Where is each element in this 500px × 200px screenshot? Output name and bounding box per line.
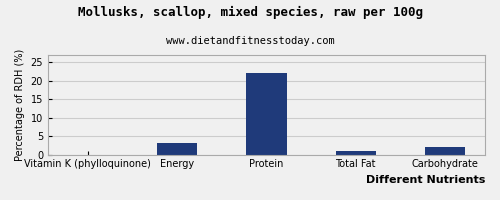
Text: Mollusks, scallop, mixed species, raw per 100g: Mollusks, scallop, mixed species, raw pe… — [78, 6, 422, 19]
Y-axis label: Percentage of RDH (%): Percentage of RDH (%) — [15, 49, 25, 161]
Bar — [425, 147, 465, 155]
Bar — [336, 151, 376, 155]
Bar — [157, 143, 198, 155]
Bar — [246, 73, 286, 155]
Text: www.dietandfitnesstoday.com: www.dietandfitnesstoday.com — [166, 36, 334, 46]
X-axis label: Different Nutrients: Different Nutrients — [366, 175, 485, 185]
